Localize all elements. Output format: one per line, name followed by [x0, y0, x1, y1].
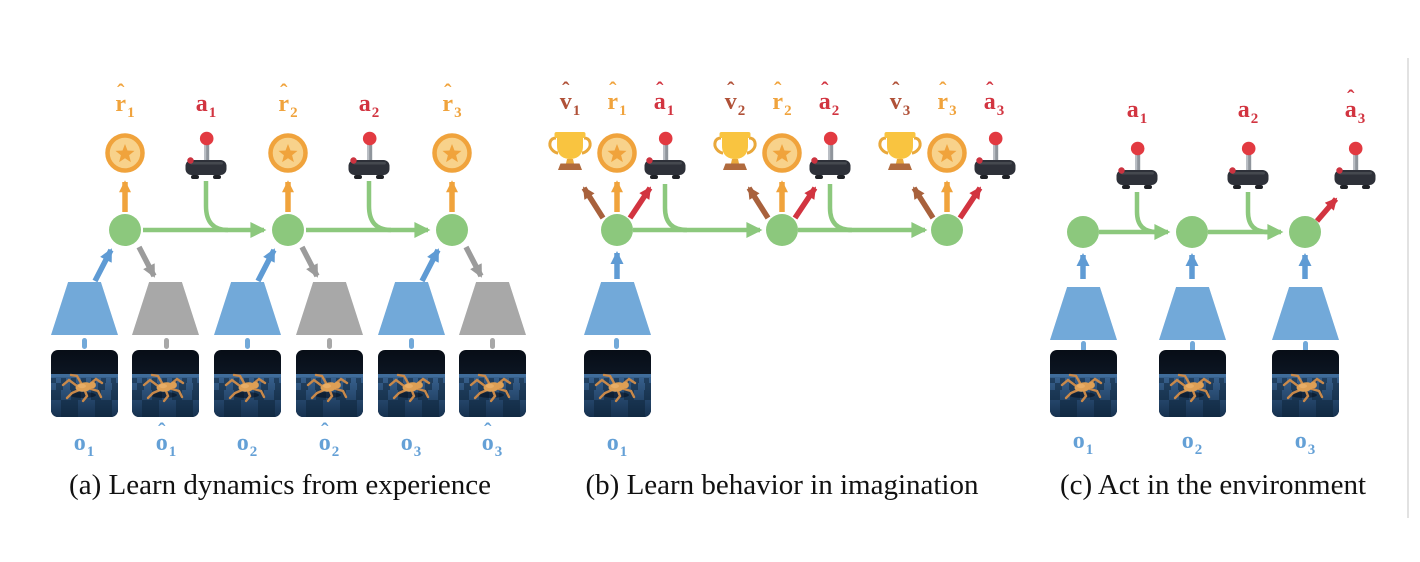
action-label: ˆ a2 [818, 77, 840, 119]
connector-dash [164, 338, 169, 349]
action-label: a2 [358, 91, 380, 121]
encoder-trapezoid [1050, 287, 1117, 340]
connector-dash [82, 338, 87, 349]
caption-b: (b) Learn behavior in imagination [585, 469, 979, 501]
latent-state-node [436, 214, 468, 246]
connector-dash [490, 338, 495, 349]
observation-label: o3 [400, 430, 422, 460]
observation-label: o2 [1181, 428, 1203, 458]
joystick-icon [1332, 140, 1378, 194]
latent-state-node [109, 214, 141, 246]
connector-dash [1303, 341, 1308, 352]
observation-image [1050, 350, 1117, 417]
reward-label: ˆ r3 [442, 79, 462, 121]
encoder-trapezoid [1159, 287, 1226, 340]
reward-label: ˆ r3 [937, 77, 957, 119]
observation-label: o1 [606, 430, 628, 460]
latent-state-node [1067, 216, 1099, 248]
action-label: a2 [1237, 97, 1259, 127]
page-edge-divider [1407, 58, 1409, 518]
caption-a: (a) Learn dynamics from experience [69, 469, 491, 501]
reward-label: ˆ r1 [115, 79, 135, 121]
connector-dash [614, 338, 619, 349]
latent-state-node [1289, 216, 1321, 248]
connector-dash [327, 338, 332, 349]
action-label: a1 [1126, 97, 1148, 127]
latent-state-node [931, 214, 963, 246]
action-label: ˆ a3 [1344, 85, 1366, 127]
joystick-icon [1225, 140, 1271, 194]
latent-state-node [272, 214, 304, 246]
observation-image [1272, 350, 1339, 417]
observation-label: o2 [236, 430, 258, 460]
connector-dash [245, 338, 250, 349]
value-label: ˆ v1 [559, 77, 581, 119]
caption-c: (c) Act in the environment [1059, 469, 1367, 501]
observation-label: o3 [1294, 428, 1316, 458]
observation-label: o1 [1072, 428, 1094, 458]
observation-label: ˆ o2 [318, 418, 340, 460]
reward-label: ˆ r2 [278, 79, 298, 121]
action-label: ˆ a1 [653, 77, 675, 119]
observation-label: ˆ o1 [155, 418, 177, 460]
joystick-icon [1114, 140, 1160, 194]
connector-dash [1190, 341, 1195, 352]
value-label: ˆ v3 [889, 77, 911, 119]
connector-dash [409, 338, 414, 349]
reward-label: ˆ r2 [772, 77, 792, 119]
observation-image [1159, 350, 1226, 417]
connector-dash [1081, 341, 1086, 352]
latent-state-node [766, 214, 798, 246]
value-label: ˆ v2 [724, 77, 746, 119]
latent-state-node [1176, 216, 1208, 248]
observation-label: o1 [73, 430, 95, 460]
latent-state-node [601, 214, 633, 246]
encoder-trapezoid [1272, 287, 1339, 340]
observation-label: ˆ o3 [481, 418, 503, 460]
reward-label: ˆ r1 [607, 77, 627, 119]
action-label: a1 [195, 91, 217, 121]
action-label: ˆ a3 [983, 77, 1005, 119]
